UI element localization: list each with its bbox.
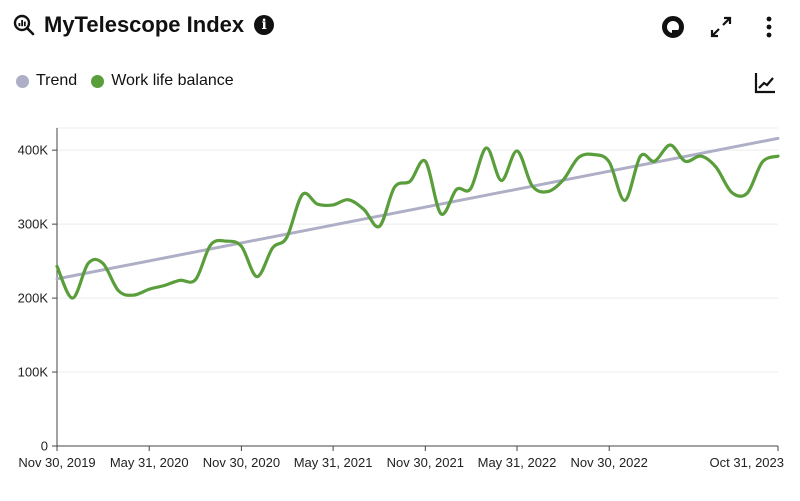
x-tick-label: Nov 30, 2020: [203, 455, 280, 470]
chart-legend: Trend Work life balance: [16, 72, 248, 90]
info-icon[interactable]: i: [254, 15, 275, 35]
legend-trend-label: Trend: [36, 72, 78, 89]
y-tick-label: 300K: [18, 217, 49, 232]
x-tick-label: Nov 30, 2019: [18, 455, 95, 470]
series-line-work-life-balance[interactable]: [55, 143, 780, 300]
x-tick-label: May 31, 2021: [294, 455, 373, 470]
x-tick-label: May 31, 2022: [478, 455, 557, 470]
legend-work-life-balance-swatch: [91, 74, 105, 88]
y-tick-label: 0: [41, 439, 48, 454]
tick-labels: 0 100K 200K 300K 400K Nov 30, 2019 May 31, 202…: [18, 143, 784, 470]
legend-trend-swatch: [16, 74, 29, 88]
page-title: MyTelescope Index: [44, 12, 245, 37]
grid-lines: [57, 127, 778, 373]
chart-type-icon[interactable]: [752, 70, 778, 96]
x-tick-label: Nov 30, 2022: [571, 455, 648, 470]
x-tick-label: Oct 31, 2023: [710, 455, 784, 470]
x-tick-label: May 31, 2020: [110, 455, 189, 470]
more-vertical-icon[interactable]: [756, 14, 782, 40]
series-lines: [55, 136, 780, 300]
y-tick-label: 200K: [18, 291, 49, 306]
y-tick-label: 400K: [18, 143, 49, 158]
y-tick-label: 100K: [18, 365, 49, 380]
ring-icon[interactable]: [660, 14, 686, 40]
expand-icon[interactable]: [708, 14, 734, 40]
header-actions: [660, 14, 782, 40]
axes: [52, 128, 779, 451]
legend-item-trend[interactable]: Trend: [16, 72, 77, 90]
series-line-trend[interactable]: [55, 136, 780, 281]
x-tick-label: Nov 30, 2021: [387, 455, 464, 470]
legend-work-life-balance-label: Work life balance: [111, 72, 234, 89]
search-analytics-icon[interactable]: [12, 13, 36, 37]
title-group: MyTelescope Index i: [12, 12, 275, 38]
chart-header: MyTelescope Index i: [0, 0, 800, 56]
legend-item-work-life-balance[interactable]: Work life balance: [91, 72, 234, 90]
